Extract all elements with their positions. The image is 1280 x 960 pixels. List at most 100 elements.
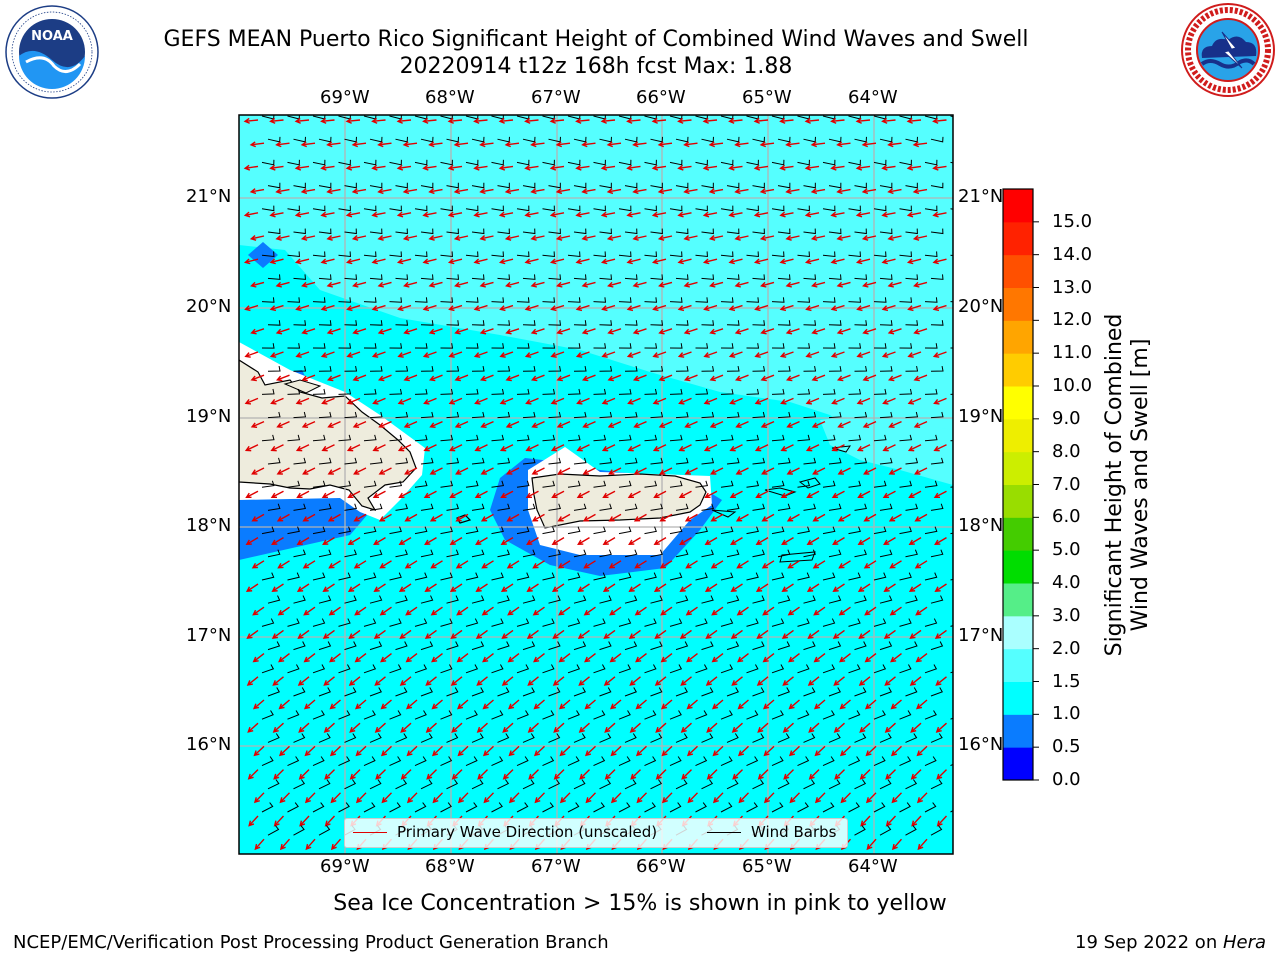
wave-direction-arrow [705, 676, 718, 686]
wave-direction-arrow [754, 444, 769, 452]
wave-direction-arrow [473, 117, 488, 124]
wave-direction-arrow [913, 420, 928, 428]
wave-direction-arrow [250, 281, 265, 288]
wave-direction-arrow [349, 722, 361, 733]
wind-barb [293, 733, 306, 743]
wave-wind-vector-field [243, 115, 953, 851]
wave-direction-arrow [779, 304, 794, 312]
wind-barb [471, 228, 485, 235]
wind-barb [287, 251, 300, 258]
wind-barb [491, 664, 504, 674]
wind-barb [828, 733, 841, 743]
wind-barb [669, 205, 683, 212]
wind-barb [567, 756, 580, 767]
wave-direction-arrow [428, 188, 443, 195]
wave-direction-arrow [837, 467, 851, 475]
wind-barb [854, 182, 867, 189]
wave-direction-arrow [736, 606, 749, 616]
wind-barb [924, 297, 938, 303]
wind-barb [720, 480, 734, 488]
wind-barb [701, 641, 714, 651]
wave-direction-arrow [320, 351, 335, 358]
wind-barb [593, 664, 606, 674]
wind-barb [312, 388, 326, 395]
wave-direction-arrow [882, 490, 896, 499]
wave-direction-arrow [428, 235, 443, 241]
wind-barb [287, 756, 300, 767]
wave-direction-arrow [608, 467, 622, 475]
wave-direction-arrow [634, 606, 647, 616]
wave-direction-arrow [753, 258, 769, 265]
wind-barb [771, 434, 785, 442]
wave-direction-arrow [859, 722, 871, 733]
wind-barb [369, 366, 383, 372]
wave-direction-arrow [405, 653, 418, 663]
wave-direction-arrow [712, 792, 724, 804]
wind-barb [344, 411, 358, 419]
wave-direction-arrow [252, 699, 265, 710]
wind-barb [389, 343, 403, 349]
wind-barb [542, 159, 555, 166]
wind-barb [338, 434, 352, 442]
wave-direction-arrow [305, 838, 316, 851]
wind-barb [344, 687, 357, 697]
wave-direction-arrow [302, 560, 316, 569]
wave-direction-arrow [831, 490, 845, 499]
wind-barb [822, 526, 836, 535]
colorbar-tick-label: 0.5 [1052, 736, 1081, 758]
wind-barb [440, 159, 453, 166]
lon-top-67: 67°W [531, 87, 581, 108]
wind-barb [369, 779, 382, 790]
wave-direction-arrow [396, 258, 412, 265]
wave-direction-arrow [861, 188, 877, 195]
wind-barb [497, 595, 510, 604]
wave-direction-arrow [807, 676, 820, 686]
wave-direction-arrow [276, 420, 290, 428]
wave-direction-arrow [628, 583, 641, 592]
colorbar-swatch [1003, 484, 1033, 518]
wind-barb [287, 297, 301, 303]
wind-barb [771, 572, 785, 581]
wave-direction-arrow [888, 467, 902, 475]
wind-barb [414, 802, 427, 813]
wave-direction-arrow [578, 722, 590, 733]
wave-direction-arrow [755, 583, 769, 592]
wave-direction-arrow [498, 117, 514, 124]
legend-barb-label: Wind Barbs [751, 823, 837, 841]
wind-barb [726, 320, 740, 326]
wave-direction-arrow [838, 606, 851, 616]
wave-direction-arrow [864, 653, 877, 663]
wave-direction-arrow [610, 745, 622, 757]
wave-direction-arrow [760, 420, 775, 428]
wave-direction-arrow [730, 583, 743, 592]
noaa-logo: NOAA [5, 5, 99, 99]
lat-left-18: 18°N [186, 515, 232, 536]
wind-barb [624, 182, 638, 189]
wave-direction-arrow [627, 490, 641, 499]
wind-barb [567, 297, 581, 303]
wind-barb [267, 825, 280, 836]
wind-barb [420, 641, 434, 651]
wave-direction-arrow [397, 444, 412, 452]
wind-barb [542, 343, 556, 349]
lon-top-65: 65°W [742, 87, 792, 108]
wind-barb [644, 388, 658, 395]
wave-direction-arrow [890, 745, 902, 757]
wind-barb [414, 434, 428, 442]
wave-direction-arrow [633, 420, 647, 428]
wave-direction-arrow [679, 583, 692, 592]
wind-barb [624, 687, 637, 697]
wind-barb [414, 159, 428, 166]
wind-barb [669, 251, 683, 258]
wind-barb [548, 411, 562, 419]
colorbar-swatch [1003, 287, 1033, 321]
wind-barb [312, 526, 326, 535]
wind-barb [420, 182, 434, 189]
wind-barb [491, 480, 505, 488]
wind-barb [395, 228, 408, 235]
wave-direction-arrow [652, 397, 667, 405]
wave-direction-arrow [424, 629, 437, 639]
wind-barb [650, 228, 663, 235]
wind-barb [446, 228, 459, 235]
wind-barb [675, 503, 689, 511]
